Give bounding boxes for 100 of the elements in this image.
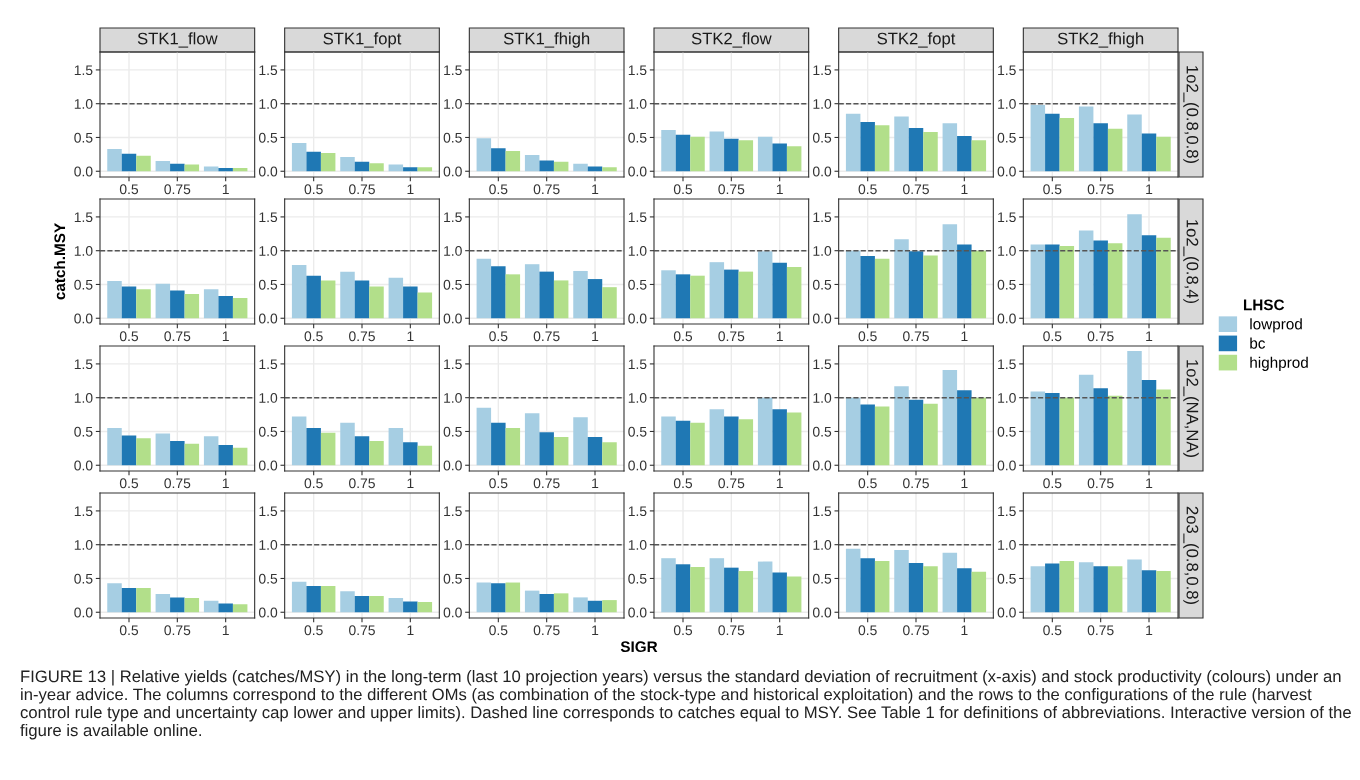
x-tick-label: 0.75 [718,625,745,636]
x-tick-label: 0.75 [1087,331,1114,342]
y-tick-label: 0.0 [812,607,832,618]
y-tick-label: 0.0 [628,607,647,618]
y-tick-label: 0.5 [997,573,1016,584]
x-tick-label: 1 [222,478,229,489]
x-tick-label: 0.5 [858,184,877,195]
y-tick-label: 1.5 [259,212,278,223]
x-tick-label: 1 [776,625,783,636]
y-tick-label: 0.0 [74,313,93,324]
y-tick-label: 1.5 [998,359,1016,370]
x-tick-label: 0.75 [533,331,560,342]
y2-axis-title: 1o2_(0.8,0.8) [1183,66,1199,164]
y-tick-label: 1.5 [628,506,647,517]
y-tick-label: 0.5 [443,573,462,584]
y-tick-label: 0.0 [74,460,93,471]
y-tick-label: 0.5 [74,573,93,584]
y-tick-label: 0.5 [258,132,278,143]
y-tick-label: 0.0 [258,460,278,471]
y-tick-label: 1.0 [813,540,832,550]
y-tick-label: 1.0 [444,99,462,109]
x-tick-label: 0.75 [903,478,929,489]
y2-axis-title: 1o2_(NA,NA) [1183,360,1199,458]
chart-title: STK2_fhigh [1057,32,1144,48]
x-tick-label: 1 [961,331,968,342]
x-tick-label: 1 [776,478,783,489]
x-tick-label: 0.5 [858,478,877,489]
legend-label: lowprod [1250,318,1302,333]
x-tick-label: 0.75 [349,184,375,195]
x-tick-label: 0.5 [489,331,508,342]
y-tick-label: 0.0 [443,166,462,177]
x-tick-label: 1 [222,184,229,195]
chart-title: STK1_fhigh [503,32,590,48]
y-tick-label: 0.0 [997,313,1016,324]
x-tick-label: 0.75 [1087,184,1114,195]
y-tick-label: 1.5 [628,359,647,370]
y-tick-label: 0.5 [812,573,832,584]
y2-axis-title: 2o3_(0.8,0.8) [1183,506,1199,605]
chart-title: STK2_fopt [877,32,956,48]
y-tick-label: 0.5 [997,132,1016,143]
y-tick-label: 1.0 [74,246,93,256]
legend-title: LHSC [1243,299,1285,311]
y-tick-label: 1.5 [444,65,462,76]
y-tick-label: 0.0 [443,607,462,618]
y-tick-label: 1.0 [628,393,647,403]
x-tick-label: 1 [776,184,783,195]
x-tick-label: 0.5 [304,184,323,195]
y-tick-label: 0.0 [258,313,278,324]
x-tick-label: 0.75 [349,331,375,342]
x-tick-label: 1 [1146,331,1153,342]
x-tick-label: 1 [961,478,968,489]
x-tick-label: 0.5 [858,625,877,636]
y-tick-label: 0.0 [258,166,278,177]
y-tick-label: 1.0 [444,246,462,256]
y-tick-label: 1.5 [259,65,278,76]
x-tick-label: 1 [407,331,414,342]
x-tick-label: 1 [592,184,599,195]
y-tick-label: 1.5 [444,212,462,223]
y-tick-label: 1.0 [74,99,93,109]
y-tick-label: 1.0 [259,246,278,256]
x-tick-label: 0.5 [1043,331,1062,342]
y-axis-title: catch.MSY [53,223,66,300]
y-tick-label: 0.5 [443,132,462,143]
y-tick-label: 0.5 [812,279,832,290]
y-tick-label: 1.0 [998,393,1016,403]
x-tick-label: 0.75 [164,331,191,342]
y-tick-label: 0.5 [628,132,647,143]
y-tick-label: 1.5 [813,65,832,76]
y-tick-label: 1.0 [998,540,1016,550]
y-tick-label: 1.5 [813,212,832,223]
y-tick-label: 0.5 [443,426,462,437]
x-tick-label: 1 [407,625,414,636]
y-tick-label: 0.0 [812,460,832,471]
y-tick-label: 0.5 [812,426,832,437]
x-tick-label: 0.75 [164,184,191,195]
y-tick-label: 1.5 [74,65,93,76]
x-axis-title: SIGR [620,641,658,653]
y-tick-label: 1.5 [628,65,647,76]
y-tick-label: 1.0 [259,393,278,403]
x-tick-label: 0.5 [1043,184,1062,195]
y-tick-label: 1.0 [628,540,647,550]
y-tick-label: 1.0 [813,246,832,256]
y-tick-label: 1.0 [813,99,832,109]
x-tick-label: 0.75 [164,625,191,636]
y-tick-label: 1.5 [444,359,462,370]
x-tick-label: 1 [1146,625,1153,636]
y-tick-label: 0.5 [74,279,93,290]
x-tick-label: 0.75 [533,184,560,195]
x-tick-label: 0.75 [349,625,375,636]
chart-title: STK1_flow [137,32,218,48]
x-tick-label: 0.5 [858,331,877,342]
chart-title: STK2_flow [691,32,772,48]
x-tick-label: 0.5 [673,184,693,195]
x-tick-label: 1 [222,331,229,342]
x-tick-label: 0.5 [119,184,139,195]
x-tick-label: 0.5 [304,331,323,342]
x-tick-label: 1 [592,625,599,636]
x-tick-label: 0.5 [119,331,139,342]
y-tick-label: 0.0 [628,460,647,471]
y-tick-label: 1.0 [813,393,832,403]
